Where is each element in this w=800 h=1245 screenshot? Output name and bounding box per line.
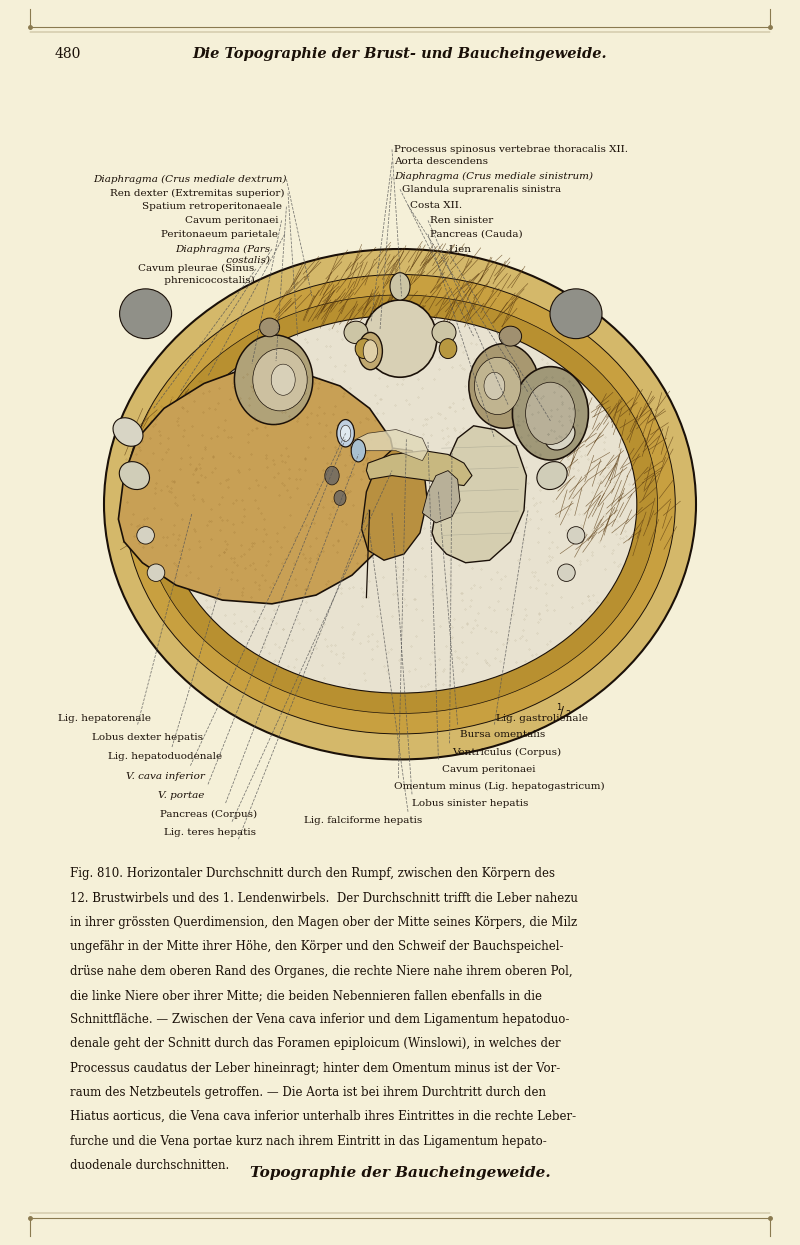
Ellipse shape: [344, 321, 368, 344]
Polygon shape: [432, 426, 526, 563]
Text: Costa XII.: Costa XII.: [410, 200, 462, 210]
Ellipse shape: [147, 564, 165, 581]
Ellipse shape: [550, 289, 602, 339]
Polygon shape: [422, 471, 460, 523]
Text: Lig. hepatoduodenale: Lig. hepatoduodenale: [108, 752, 222, 762]
Text: V. cava inferior: V. cava inferior: [126, 772, 206, 782]
Text: Diaphragma (Pars: Diaphragma (Pars: [175, 244, 270, 254]
Text: Diaphragma (Crus mediale dextrum): Diaphragma (Crus mediale dextrum): [93, 174, 286, 184]
Ellipse shape: [351, 439, 366, 462]
Ellipse shape: [526, 382, 575, 444]
Text: raum des Netzbeutels getroffen. — Die Aorta ist bei ihrem Durchtritt durch den: raum des Netzbeutels getroffen. — Die Ao…: [70, 1086, 546, 1099]
Ellipse shape: [474, 357, 521, 415]
Text: Cavum pleurae (Sinus: Cavum pleurae (Sinus: [138, 264, 254, 274]
Text: furche und die Vena portae kurz nach ihrem Eintritt in das Ligamentum hepato-: furche und die Vena portae kurz nach ihr…: [70, 1134, 547, 1148]
Ellipse shape: [567, 527, 585, 544]
Text: 12. Brustwirbels und des 1. Lendenwirbels.  Der Durchschnitt trifft die Leber na: 12. Brustwirbels und des 1. Lendenwirbel…: [70, 891, 578, 905]
Ellipse shape: [104, 249, 696, 759]
Text: die linke Niere ober ihrer Mitte; die beiden Nebennieren fallen ebenfalls in die: die linke Niere ober ihrer Mitte; die be…: [70, 989, 542, 1002]
Text: phrenicocostalis): phrenicocostalis): [148, 275, 254, 285]
Polygon shape: [362, 448, 427, 560]
Text: duodenale durchschnitten.: duodenale durchschnitten.: [70, 1159, 230, 1172]
Text: denale geht der Schnitt durch das Foramen epiploicum (Winslowi), in welches der: denale geht der Schnitt durch das Forame…: [70, 1037, 561, 1051]
Text: Pancreas (Cauda): Pancreas (Cauda): [430, 229, 523, 239]
Ellipse shape: [439, 339, 457, 359]
Ellipse shape: [337, 420, 354, 447]
Text: Ren sinister: Ren sinister: [430, 215, 494, 225]
Text: Ventriculus (Corpus): Ventriculus (Corpus): [452, 747, 561, 757]
Polygon shape: [118, 367, 398, 604]
Ellipse shape: [390, 273, 410, 300]
Ellipse shape: [432, 321, 456, 344]
Text: Hiatus aorticus, die Vena cava inferior unterhalb ihres Eintrittes in die rechte: Hiatus aorticus, die Vena cava inferior …: [70, 1111, 577, 1123]
Ellipse shape: [325, 467, 339, 484]
Text: Lobus sinister hepatis: Lobus sinister hepatis: [412, 798, 528, 808]
Ellipse shape: [163, 315, 637, 693]
Text: in ihrer grössten Querdimension, den Magen ober der Mitte seines Körpers, die Mi: in ihrer grössten Querdimension, den Mag…: [70, 916, 578, 929]
Text: ungefähr in der Mitte ihrer Höhe, den Körper und den Schweif der Bauchspeichel-: ungefähr in der Mitte ihrer Höhe, den Kö…: [70, 940, 564, 954]
Text: Lig. gastrolienale: Lig. gastrolienale: [496, 713, 588, 723]
Ellipse shape: [253, 349, 307, 411]
Ellipse shape: [120, 289, 171, 339]
Ellipse shape: [119, 462, 150, 489]
Text: Processus caudatus der Leber hineinragt; hinter dem Omentum minus ist der Vor-: Processus caudatus der Leber hineinragt;…: [70, 1062, 561, 1074]
Text: Schnittfläche. — Zwischen der Vena cava inferior und dem Ligamentum hepatoduo-: Schnittfläche. — Zwischen der Vena cava …: [70, 1013, 570, 1026]
Text: costalis): costalis): [210, 255, 270, 265]
Text: Die Topographie der Brust- und Baucheingeweide.: Die Topographie der Brust- und Baucheing…: [193, 46, 607, 61]
Text: Ren dexter (Extremitas superior): Ren dexter (Extremitas superior): [110, 188, 284, 198]
Ellipse shape: [137, 527, 154, 544]
Ellipse shape: [537, 462, 567, 489]
Text: Lig. falciforme hepatis: Lig. falciforme hepatis: [304, 815, 422, 825]
Ellipse shape: [484, 372, 505, 400]
Ellipse shape: [334, 491, 346, 505]
Ellipse shape: [355, 339, 373, 359]
Text: Glandula suprarenalis sinistra: Glandula suprarenalis sinistra: [402, 184, 562, 194]
Ellipse shape: [234, 335, 313, 425]
Ellipse shape: [113, 418, 143, 446]
Polygon shape: [366, 451, 472, 486]
Text: $^1\!/_{\,2}$: $^1\!/_{\,2}$: [556, 702, 572, 722]
Ellipse shape: [512, 366, 588, 459]
Text: 480: 480: [54, 46, 81, 61]
Text: Spatium retroperitonaeale: Spatium retroperitonaeale: [142, 202, 282, 212]
Ellipse shape: [499, 326, 522, 346]
Text: V. portae: V. portae: [158, 791, 205, 801]
Text: Lig. hepatorenale: Lig. hepatorenale: [58, 713, 150, 723]
Ellipse shape: [363, 300, 437, 377]
Text: Diaphragma (Crus mediale sinistrum): Diaphragma (Crus mediale sinistrum): [394, 172, 594, 182]
Text: Bursa omentalis: Bursa omentalis: [460, 730, 546, 740]
Text: Peritonaeum parietale: Peritonaeum parietale: [162, 229, 278, 239]
Ellipse shape: [142, 295, 658, 713]
Text: Cavum peritonaei: Cavum peritonaei: [185, 215, 278, 225]
Text: Cavum peritonaei: Cavum peritonaei: [442, 764, 535, 774]
Text: Aorta descendens: Aorta descendens: [394, 157, 488, 167]
Ellipse shape: [259, 319, 280, 336]
Ellipse shape: [271, 364, 295, 396]
Text: drüse nahe dem oberen Rand des Organes, die rechte Niere nahe ihrem oberen Pol,: drüse nahe dem oberen Rand des Organes, …: [70, 965, 573, 977]
Text: Fig. 810. Horizontaler Durchschnitt durch den Rumpf, zwischen den Körpern des: Fig. 810. Horizontaler Durchschnitt durc…: [70, 868, 555, 880]
Text: Omentum minus (Lig. hepatogastricum): Omentum minus (Lig. hepatogastricum): [394, 782, 604, 792]
Ellipse shape: [125, 275, 675, 733]
Ellipse shape: [341, 426, 350, 441]
Ellipse shape: [469, 344, 539, 428]
Ellipse shape: [358, 332, 382, 370]
Ellipse shape: [558, 564, 575, 581]
Polygon shape: [350, 430, 428, 461]
Text: Pancreas (Corpus): Pancreas (Corpus): [160, 809, 257, 819]
Ellipse shape: [545, 422, 575, 449]
Ellipse shape: [363, 340, 378, 362]
Text: Topographie der Baucheingeweide.: Topographie der Baucheingeweide.: [250, 1165, 550, 1180]
Text: Lobus dexter hepatis: Lobus dexter hepatis: [92, 732, 203, 742]
Text: Lig. teres hepatis: Lig. teres hepatis: [164, 828, 256, 838]
Text: Lien: Lien: [448, 244, 471, 254]
Text: Processus spinosus vertebrae thoracalis XII.: Processus spinosus vertebrae thoracalis …: [394, 144, 629, 154]
